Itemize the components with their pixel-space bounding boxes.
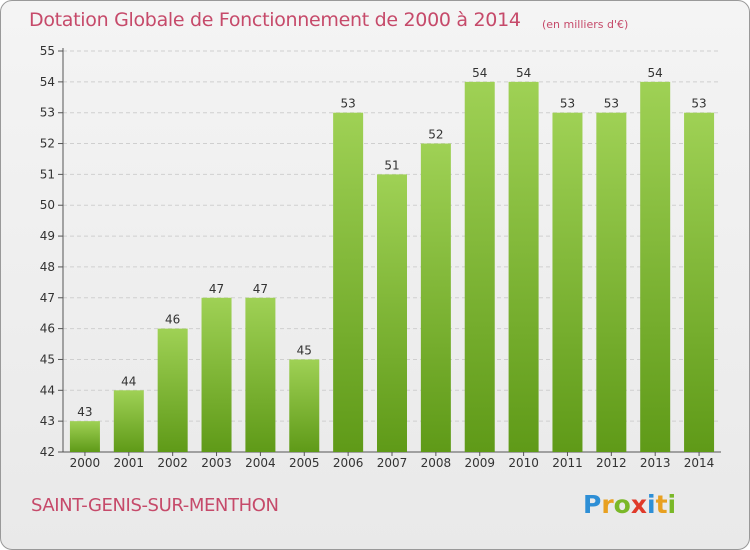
y-tick-label: 54 — [40, 75, 55, 89]
y-tick-label: 44 — [40, 383, 55, 397]
y-tick-label: 47 — [40, 291, 55, 305]
y-tick-label: 46 — [40, 322, 55, 336]
bar-2005 — [289, 359, 320, 452]
x-tick-label-2009: 2009 — [464, 456, 495, 470]
x-tick-label-2010: 2010 — [508, 456, 539, 470]
bar-2000 — [69, 421, 100, 452]
bar-2008 — [420, 143, 451, 453]
logo-letter: r — [601, 490, 614, 519]
y-tick-label: 55 — [40, 44, 55, 58]
x-tick-label-2013: 2013 — [640, 456, 671, 470]
value-label-2011: 53 — [560, 97, 575, 111]
value-label-2009: 54 — [472, 66, 487, 80]
value-label-2012: 53 — [604, 97, 619, 111]
bar-2007 — [377, 174, 407, 452]
proxiti-logo: Proxiti — [583, 490, 676, 519]
value-label-2001: 44 — [121, 374, 136, 388]
value-label-2006: 53 — [340, 97, 355, 111]
bar-2006 — [333, 112, 364, 452]
value-label-2002: 46 — [165, 313, 180, 327]
x-tick-label-2003: 2003 — [201, 456, 232, 470]
x-tick-label-2000: 2000 — [70, 456, 101, 470]
value-label-2008: 52 — [428, 128, 443, 142]
y-tick-label: 45 — [40, 352, 55, 366]
logo-letter: o — [613, 490, 631, 519]
value-label-2007: 51 — [384, 158, 399, 172]
y-tick-label: 53 — [40, 106, 55, 120]
bar-2010 — [508, 81, 539, 452]
y-tick-label: 51 — [40, 167, 55, 181]
x-tick-label-2006: 2006 — [333, 456, 364, 470]
x-tick-label-2014: 2014 — [684, 456, 715, 470]
logo-letter: x — [630, 490, 647, 519]
x-tick-label-2004: 2004 — [245, 456, 276, 470]
value-label-2004: 47 — [253, 282, 268, 296]
logo-letter: i — [667, 490, 677, 519]
value-label-2014: 53 — [691, 97, 706, 111]
value-label-2000: 43 — [77, 405, 92, 419]
bar-2004 — [245, 297, 276, 452]
value-label-2013: 54 — [648, 66, 663, 80]
x-tick-label-2001: 2001 — [114, 456, 145, 470]
logo-letter: t — [655, 490, 668, 519]
labels: 42 43 44 45 46 47 48 49 50 51 52 53 54 55 43 2000 44 2001… — [40, 44, 715, 470]
y-tick-label: 52 — [40, 137, 55, 151]
x-tick-label-2005: 2005 — [289, 456, 320, 470]
y-tick-label: 42 — [40, 445, 55, 459]
x-tick-label-2007: 2007 — [377, 456, 408, 470]
commune-name: SAINT-GENIS-SUR-MENTHON — [31, 495, 279, 516]
x-tick-label-2008: 2008 — [421, 456, 452, 470]
bar-2001 — [113, 390, 144, 452]
logo-letter: i — [647, 490, 656, 519]
bar-2011 — [552, 112, 583, 452]
bar-2009 — [464, 81, 495, 452]
chart-title: Dotation Globale de Fonctionnement de 20… — [29, 9, 521, 31]
x-tick-label-2002: 2002 — [157, 456, 188, 470]
y-tick-label: 43 — [40, 414, 55, 428]
x-tick-label-2012: 2012 — [596, 456, 627, 470]
value-label-2005: 45 — [297, 343, 312, 357]
bars — [69, 81, 715, 453]
bar-2014 — [684, 112, 715, 452]
y-tick-label: 48 — [40, 260, 55, 274]
y-tick-label: 50 — [40, 198, 55, 212]
chart-unit-subtitle: (en milliers d'€) — [542, 18, 629, 31]
x-tick-label-2011: 2011 — [552, 456, 583, 470]
bar-2013 — [640, 81, 671, 452]
value-label-2003: 47 — [209, 282, 224, 296]
logo-letter: P — [583, 490, 602, 519]
y-tick-label: 49 — [40, 229, 55, 243]
bar-2003 — [201, 297, 232, 452]
bar-2002 — [157, 328, 188, 452]
value-label-2010: 54 — [516, 66, 531, 80]
bar-2012 — [596, 112, 627, 452]
